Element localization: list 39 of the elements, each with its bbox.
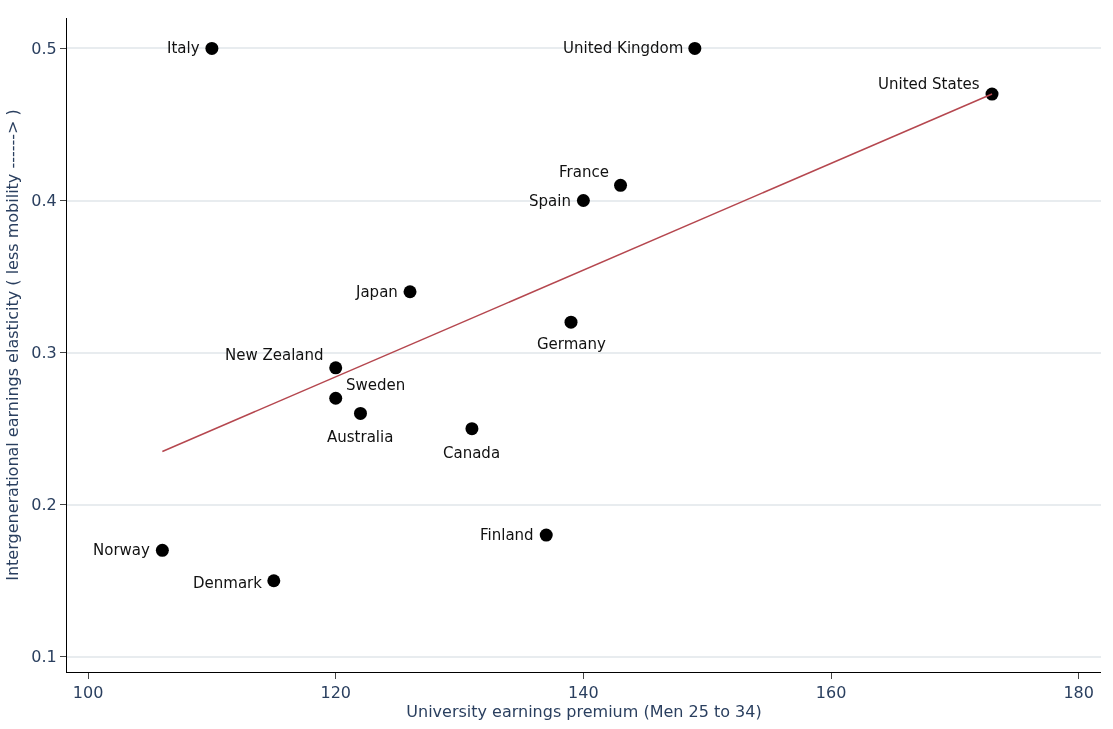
- y-tick-label: 0.4: [31, 191, 57, 211]
- x-axis-title: University earnings premium (Men 25 to 34): [406, 702, 762, 722]
- point: [353, 406, 367, 420]
- annotation: United Kingdom: [563, 39, 684, 57]
- point: [205, 41, 219, 55]
- point: [329, 361, 343, 375]
- y-tick-label: 0.2: [31, 495, 57, 515]
- annotation: Canada: [443, 444, 501, 462]
- point: [564, 315, 578, 329]
- annotation: New Zealand: [225, 346, 324, 364]
- annotation: Australia: [327, 428, 394, 446]
- point: [329, 391, 343, 405]
- annotation: Finland: [480, 526, 534, 544]
- annotation: Germany: [537, 335, 607, 353]
- point: [403, 285, 417, 299]
- y-axis-title: Intergenerational earnings elasticity ( less mobility ------> ): [3, 109, 23, 581]
- annotation: United States: [878, 75, 980, 93]
- point: [539, 528, 553, 542]
- y-tick-label: 0.1: [31, 647, 57, 667]
- annotation: Sweden: [346, 376, 406, 394]
- x-tick-label: 120: [320, 683, 351, 703]
- point: [614, 178, 628, 192]
- annotation: Italy: [167, 39, 200, 57]
- annotation: Spain: [529, 192, 571, 210]
- annotation: France: [559, 163, 609, 181]
- x-tick-label: 180: [1063, 683, 1094, 703]
- point: [465, 422, 479, 436]
- point: [155, 543, 169, 557]
- annotation: Norway: [93, 541, 151, 559]
- annotation: Japan: [355, 283, 398, 301]
- point: [688, 41, 702, 55]
- y-tick-label: 0.5: [31, 39, 57, 59]
- x-tick-label: 100: [72, 683, 104, 703]
- annotation: Denmark: [193, 574, 263, 592]
- x-tick-label: 140: [568, 683, 599, 703]
- x-tick-label: 160: [815, 683, 847, 703]
- point: [267, 574, 281, 588]
- point: [576, 194, 590, 207]
- y-tick-label: 0.3: [31, 343, 57, 363]
